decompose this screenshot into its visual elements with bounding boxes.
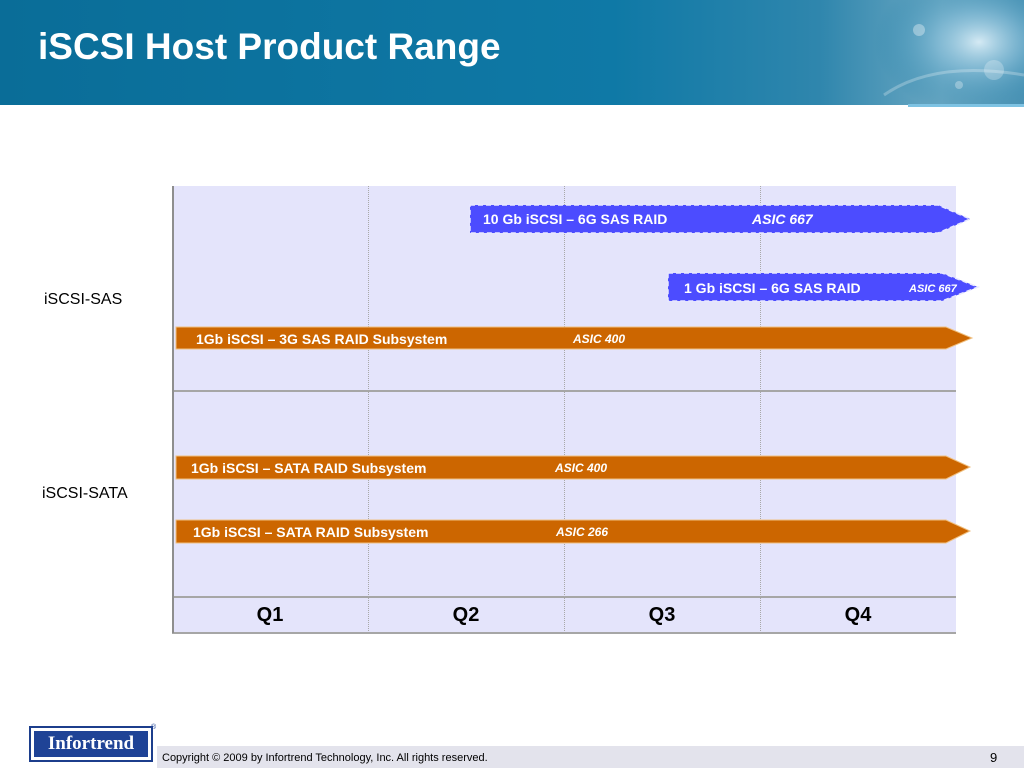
row-label-iscsi-sata: iSCSI-SATA	[42, 485, 128, 502]
quarter-divider-q3-q4	[760, 186, 761, 633]
slide-title: iSCSI Host Product Range	[38, 26, 501, 67]
logo-trademark: ®	[151, 724, 157, 731]
logo-text: Infortrend	[34, 731, 148, 757]
arrow-1gb-sata-asic266-product: 1Gb iSCSI – SATA RAID Subsystem	[193, 524, 429, 540]
arrow-1gb-sata-asic266	[175, 519, 972, 544]
quarter-divider-q1-q2	[368, 186, 369, 633]
quarter-divider-q2-q3	[564, 186, 565, 633]
arrow-1gb-6g-sas	[667, 272, 981, 302]
header-band: iSCSI Host Product Range	[0, 0, 1024, 105]
arrow-1gb-6g-sas-asic: ASIC 667	[909, 283, 957, 295]
row-label-iscsi-sas: iSCSI-SAS	[44, 291, 123, 308]
arrow-10gb-6g-sas-product: 10 Gb iSCSI – 6G SAS RAID	[483, 211, 668, 227]
quarter-label-q3: Q3	[648, 604, 676, 626]
arrow-1gb-sata-asic400-product: 1Gb iSCSI – SATA RAID Subsystem	[191, 460, 427, 476]
copyright-text: Copyright © 2009 by Infortrend Technolog…	[162, 752, 488, 764]
arrow-1gb-sata-asic400-asic: ASIC 400	[555, 461, 608, 475]
arrow-1gb-3g-sas-asic: ASIC 400	[573, 332, 626, 346]
footer-bar	[157, 746, 1024, 768]
row-divider-quarters	[172, 596, 956, 598]
arrow-10gb-6g-sas	[469, 204, 972, 234]
infortrend-logo: Infortrend	[29, 726, 153, 762]
timeline-bottom-border	[172, 632, 956, 634]
arrow-1gb-3g-sas-product: 1Gb iSCSI – 3G SAS RAID Subsystem	[196, 331, 448, 347]
page-number: 9	[990, 750, 998, 765]
timeline-left-axis	[172, 186, 174, 633]
quarter-label-q1: Q1	[256, 604, 284, 626]
arrow-10gb-6g-sas-asic: ASIC 667	[752, 211, 813, 227]
arrow-1gb-3g-sas	[175, 326, 974, 350]
quarter-label-q2: Q2	[452, 604, 480, 626]
arrow-1gb-6g-sas-product: 1 Gb iSCSI – 6G SAS RAID	[684, 280, 861, 296]
row-divider-sas-sata	[172, 390, 956, 392]
arrow-1gb-sata-asic400	[175, 455, 972, 480]
arrow-1gb-sata-asic266-asic: ASIC 266	[556, 525, 609, 539]
header-accent-line	[908, 104, 1024, 107]
header-decoration	[874, 0, 1024, 105]
quarter-label-q4: Q4	[844, 604, 872, 626]
